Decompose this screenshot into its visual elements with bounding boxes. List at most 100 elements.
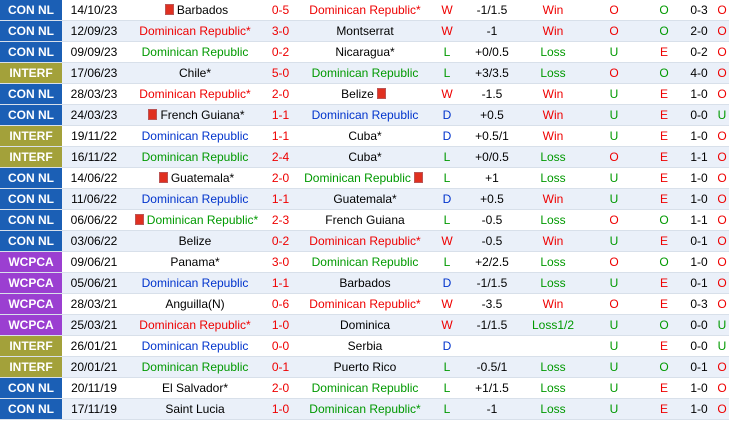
score-text: 0-6 [271, 297, 290, 311]
flag-icon [148, 109, 158, 120]
away-team-text: Puerto Rico [333, 360, 397, 374]
odd-even-text: O [659, 66, 669, 80]
over-under-text: U [609, 108, 619, 122]
home-team: Dominican Republic* [126, 83, 264, 105]
half-time: 0-2 [683, 41, 715, 63]
handicap-result: Loss [523, 398, 583, 420]
score-text: 2-0 [271, 171, 290, 185]
half-time-ou-text: O [717, 45, 727, 59]
match-row: CON NL 12/09/23 Dominican Republic* 3-0 Mont… [0, 20, 729, 42]
handicap-result-text: Win [542, 297, 564, 311]
away-team: French Guiana [297, 209, 433, 231]
date-text: 09/06/21 [70, 255, 118, 269]
half-time-ou: O [715, 146, 729, 168]
odd-even-text: E [659, 87, 668, 101]
result-text: W [441, 318, 453, 332]
over-under: O [583, 20, 645, 42]
handicap-text: +2/2.5 [475, 255, 509, 269]
home-team-text: Dominican Republic* [139, 87, 251, 101]
result-text: D [442, 192, 452, 206]
handicap: +0/0.5 [461, 41, 523, 63]
flag-icon [164, 4, 174, 15]
half-time-text: 1-0 [690, 381, 708, 395]
result-text: D [442, 129, 452, 143]
handicap-result: Loss [523, 146, 583, 168]
score-text: 3-0 [271, 24, 290, 38]
score: 0-0 [264, 335, 297, 357]
over-under: O [583, 293, 645, 315]
away-team-text: Belize [341, 87, 374, 101]
handicap-result-text: Win [542, 3, 564, 17]
away-team: Belize [297, 83, 433, 105]
away-team: Nicaragua* [297, 41, 433, 63]
home-team: Dominican Republic [126, 356, 264, 378]
home-team: Dominican Republic [126, 146, 264, 168]
over-under-text: O [609, 255, 619, 269]
score: 5-0 [264, 62, 297, 84]
half-time-ou-text: O [717, 381, 727, 395]
away-team: Dominican Republic [297, 104, 433, 126]
competition-text: CON NL [8, 234, 54, 248]
odd-even-text: E [659, 108, 668, 122]
handicap-text: +0/0.5 [475, 150, 509, 164]
handicap-text: +0.5 [480, 108, 504, 122]
away-team-text: Dominica [339, 318, 390, 332]
handicap-text: -1.5 [481, 87, 503, 101]
date-text: 20/11/19 [71, 381, 117, 395]
score: 2-3 [264, 209, 297, 231]
handicap: -1 [461, 398, 523, 420]
match-row: CON NL 24/03/23 French Guiana* 1-1 Dominican… [0, 104, 729, 126]
half-time-ou: O [715, 62, 729, 84]
half-time-text: 1-1 [690, 213, 708, 227]
match-row: INTERF 16/11/22 Dominican Republic 2-4 Cuba*… [0, 146, 729, 168]
score: 1-1 [264, 104, 297, 126]
half-time-ou: O [715, 83, 729, 105]
over-under: U [583, 230, 645, 252]
handicap [461, 335, 523, 357]
date-text: 03/06/22 [70, 234, 118, 248]
date: 28/03/21 [62, 293, 126, 315]
result: D [433, 104, 461, 126]
match-row: INTERF 20/01/21 Dominican Republic 0-1 Puert… [0, 356, 729, 378]
handicap-text: +1/1.5 [475, 381, 509, 395]
odd-even: E [645, 293, 683, 315]
half-time-ou-text: U [717, 318, 727, 332]
competition-text: INTERF [9, 129, 53, 143]
home-team: Guatemala* [126, 167, 264, 189]
competition-text: WCPCA [8, 255, 54, 269]
odd-even: O [645, 356, 683, 378]
over-under-text: O [609, 24, 619, 38]
half-time-text: 1-0 [690, 171, 708, 185]
handicap-result: Win [523, 230, 583, 252]
home-team: Chile* [126, 62, 264, 84]
over-under-text: U [609, 276, 619, 290]
odd-even: E [645, 230, 683, 252]
score: 3-0 [264, 251, 297, 273]
score: 0-1 [264, 356, 297, 378]
result: L [433, 398, 461, 420]
handicap: +0.5 [461, 104, 523, 126]
over-under: U [583, 377, 645, 399]
home-team-text: Barbados [176, 3, 229, 17]
date: 26/01/21 [62, 335, 126, 357]
half-time-ou-text: U [717, 108, 727, 122]
home-team: Belize [126, 230, 264, 252]
competition: INTERF [0, 62, 62, 84]
over-under-text: U [609, 402, 619, 416]
half-time-ou-text: O [717, 87, 727, 101]
half-time-text: 0-0 [690, 318, 708, 332]
match-row: CON NL 03/06/22 Belize 0-2 Dominican Republi… [0, 230, 729, 252]
result: D [433, 188, 461, 210]
half-time: 0-1 [683, 230, 715, 252]
over-under-text: U [609, 360, 619, 374]
away-team: Dominican Republic [297, 377, 433, 399]
handicap-result: Win [523, 125, 583, 147]
result: W [433, 293, 461, 315]
match-row: CON NL 17/11/19 Saint Lucia 1-0 Dominican Re… [0, 398, 729, 420]
score-text: 5-0 [271, 66, 290, 80]
handicap-text: -3.5 [481, 297, 503, 311]
odd-even-text: E [659, 339, 668, 353]
half-time: 1-1 [683, 146, 715, 168]
score-text: 0-2 [271, 234, 290, 248]
competition: INTERF [0, 125, 62, 147]
